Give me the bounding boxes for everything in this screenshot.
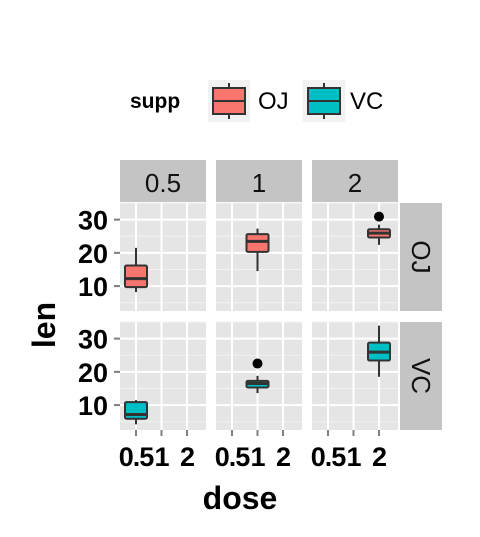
box-VC-2	[367, 325, 391, 377]
y-tick-label: 30	[78, 325, 108, 355]
legend-title: supp	[130, 90, 180, 113]
x-tick-label: 2	[372, 442, 386, 472]
y-tick-label: 20	[78, 358, 108, 388]
outlier-point	[374, 211, 384, 222]
panel-VC-1	[216, 321, 302, 430]
y-tick-label: 20	[78, 239, 108, 269]
x-tick-label: 0.5	[311, 442, 347, 472]
y-axis-title: len	[26, 302, 62, 348]
x-tick-label: 2	[180, 442, 194, 472]
box-OJ-0.5	[124, 247, 148, 293]
box-OJ-1	[245, 228, 270, 272]
strip-col-label: 1	[252, 168, 266, 198]
strip-row-0	[400, 203, 442, 311]
boxes-layer	[124, 211, 391, 425]
box-body	[124, 264, 148, 289]
strip-row-label: VC	[406, 358, 436, 394]
x-tick-label: 1	[154, 442, 169, 472]
x-axes: 0.5 1 2 0.5 1 2 0.5 1 2	[119, 430, 387, 472]
panel-OJ-2	[312, 202, 398, 311]
x-axis-title: dose	[203, 480, 278, 516]
y-tick-label: 10	[78, 391, 108, 421]
panel-OJ-1	[216, 202, 302, 311]
y-tick-label: 30	[78, 206, 108, 236]
x-tick-label: 0.5	[215, 442, 251, 472]
box-VC-0.5	[124, 400, 148, 425]
strip-col-1	[216, 160, 302, 202]
x-tick-label: 0.5	[119, 442, 155, 472]
strip-col-2	[312, 160, 398, 202]
legend-key-vc	[303, 80, 345, 122]
strip-col-label: 0.5	[145, 168, 181, 198]
box-body	[124, 401, 148, 420]
legend-label-oj: OJ	[258, 88, 289, 115]
outlier-point	[252, 358, 263, 369]
strip-row-1	[400, 322, 442, 430]
strip-col-0	[120, 160, 206, 202]
legend-label-vc: VC	[350, 88, 383, 115]
panel-OJ-0.5	[120, 202, 206, 311]
x-tick-label: 1	[250, 442, 265, 472]
box-body	[245, 233, 270, 253]
strip-col-label: 2	[348, 168, 362, 198]
x-tick-label: 1	[346, 442, 361, 472]
strip-row-label: OJ	[406, 240, 436, 273]
legend-key-oj	[208, 80, 250, 122]
box-VC-1	[245, 358, 270, 394]
y-tick-label: 10	[78, 272, 108, 302]
panel-VC-2	[312, 321, 398, 430]
facet-strips: 0.5 1 2 OJ VC	[120, 160, 442, 430]
legend: supp OJ VC	[130, 80, 383, 122]
box-OJ-2	[367, 211, 391, 245]
x-tick-label: 2	[276, 442, 290, 472]
